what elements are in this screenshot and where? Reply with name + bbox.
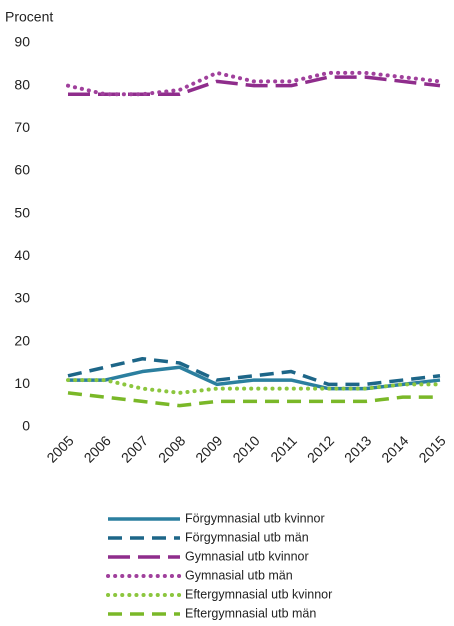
x-tick-label: 2015 (415, 432, 448, 465)
legend-label: Eftergymnasial utb män (185, 606, 316, 620)
legend-label: Eftergymnasial utb kvinnor (185, 587, 332, 601)
legend-label: Gymnasial utb män (185, 568, 293, 582)
series-line (66, 378, 442, 395)
y-tick-label: 0 (22, 418, 30, 434)
series-line (67, 356, 441, 387)
x-tick-label: 2014 (378, 432, 411, 465)
y-tick-label: 60 (14, 162, 30, 178)
x-tick-label: 2012 (304, 432, 337, 465)
x-tick-label: 2006 (81, 432, 114, 465)
y-tick-label: 80 (14, 76, 30, 92)
legend-label: Förgymnasial utb män (185, 530, 309, 544)
y-tick-label: 50 (14, 204, 30, 220)
x-tick-label: 2013 (341, 432, 374, 465)
x-tick-label: 2011 (267, 432, 300, 465)
legend-label: Förgymnasial utb kvinnor (185, 511, 325, 525)
series-line (67, 391, 440, 408)
y-tick-label: 20 (14, 332, 30, 348)
series-line (66, 70, 442, 97)
x-tick-label: 2008 (155, 432, 188, 465)
y-tick-label: 40 (14, 247, 30, 263)
y-tick-label: 10 (14, 375, 30, 391)
x-tick-label: 2010 (229, 432, 262, 465)
legend: Förgymnasial utb kvinnor Förgymnasial utb… (106, 511, 332, 620)
y-axis-label: Procent (5, 9, 53, 25)
y-tick-label: 70 (14, 119, 30, 135)
y-tick-label: 90 (14, 34, 30, 50)
y-tick-label: 30 (14, 290, 30, 306)
x-tick-label: 2005 (43, 432, 76, 465)
x-tick-label: 2009 (192, 432, 225, 465)
legend-label: Gymnasial utb kvinnor (185, 549, 309, 563)
x-tick-label: 2007 (118, 432, 151, 465)
